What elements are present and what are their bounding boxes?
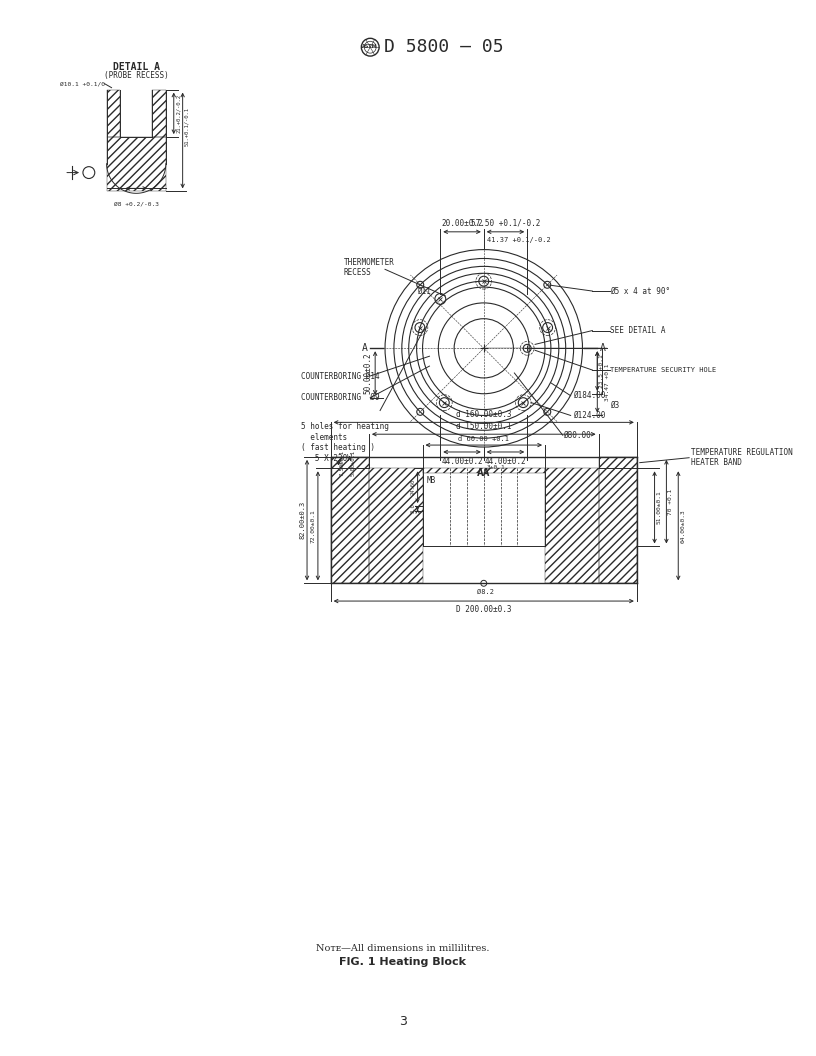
Bar bbox=[107, 137, 166, 191]
Bar bbox=[598, 457, 636, 583]
Text: D 5800 – 05: D 5800 – 05 bbox=[384, 38, 503, 56]
Text: 7.50±0.1: 7.50±0.1 bbox=[339, 450, 344, 475]
Text: 64.00±0.3: 64.00±0.3 bbox=[681, 509, 685, 543]
Text: 57.50 +0.1/-0.2: 57.50 +0.1/-0.2 bbox=[471, 219, 540, 228]
Text: COUNTERBORING  Ø9: COUNTERBORING Ø9 bbox=[301, 393, 379, 402]
Text: Ø11: Ø11 bbox=[417, 286, 431, 296]
Text: Ø8.2: Ø8.2 bbox=[477, 589, 494, 596]
Text: TEMPERATURE SECURITY HOLE: TEMPERATURE SECURITY HOLE bbox=[610, 367, 716, 373]
Text: Ø184.00: Ø184.00 bbox=[573, 391, 605, 400]
Text: MB: MB bbox=[427, 476, 436, 485]
Text: 3: 3 bbox=[399, 1015, 406, 1029]
Text: 72.00±0.1: 72.00±0.1 bbox=[311, 509, 316, 543]
Text: 34.47 +0.1: 34.47 +0.1 bbox=[605, 363, 610, 400]
Text: 5 holes for heating
  elements
( fast heating )
   5 X 220W: 5 holes for heating elements ( fast heat… bbox=[301, 422, 389, 463]
Text: 5.00±0.1: 5.00±0.1 bbox=[351, 450, 356, 475]
Bar bbox=[423, 469, 545, 473]
Bar bbox=[107, 90, 121, 137]
Text: Nᴏᴛᴇ—All dimensions in millilitres.: Nᴏᴛᴇ—All dimensions in millilitres. bbox=[316, 944, 490, 954]
Text: ASTM: ASTM bbox=[362, 43, 378, 49]
Text: Ø8 +0.2/-0.3: Ø8 +0.2/-0.3 bbox=[113, 202, 159, 206]
Text: 23.5 +0.1: 23.5 +0.1 bbox=[599, 354, 605, 388]
Text: 51.+0.1/-0.1: 51.+0.1/-0.1 bbox=[184, 107, 189, 146]
Bar bbox=[369, 469, 423, 583]
Text: d 160.00±0.3: d 160.00±0.3 bbox=[456, 411, 512, 419]
Text: Ø3: Ø3 bbox=[610, 401, 619, 410]
Text: FIG. 1 Heating Block: FIG. 1 Heating Block bbox=[339, 958, 466, 967]
Bar bbox=[330, 457, 369, 583]
Text: SEE DETAIL A: SEE DETAIL A bbox=[610, 326, 666, 335]
Text: 24.60: 24.60 bbox=[410, 478, 415, 495]
Text: 70 +0.1: 70 +0.1 bbox=[668, 489, 673, 515]
Text: (PROBE RECESS): (PROBE RECESS) bbox=[104, 72, 169, 80]
Text: 82.00±0.3: 82.00±0.3 bbox=[299, 501, 305, 540]
Text: COUNTERBORING Ø14: COUNTERBORING Ø14 bbox=[301, 372, 379, 380]
Text: D 200.00±0.3: D 200.00±0.3 bbox=[456, 605, 512, 614]
Text: TEMPERATURE REGULATION
HEATER BAND: TEMPERATURE REGULATION HEATER BAND bbox=[691, 448, 793, 468]
Text: 41.37 +0.1/-0.2: 41.37 +0.1/-0.2 bbox=[486, 237, 551, 243]
Text: d 150.00±0.1: d 150.00±0.1 bbox=[456, 422, 512, 431]
Text: 44.00±0.2: 44.00±0.2 bbox=[441, 457, 483, 466]
Text: A: A bbox=[361, 343, 367, 354]
Text: 3.0: 3.0 bbox=[410, 504, 415, 513]
Text: 21.+0.2/-0.2: 21.+0.2/-0.2 bbox=[175, 94, 180, 133]
Text: DETAIL A: DETAIL A bbox=[113, 62, 160, 72]
Text: 50.00±0.2: 50.00±0.2 bbox=[363, 353, 372, 394]
Text: Ø5 x 4 at 90°: Ø5 x 4 at 90° bbox=[610, 286, 670, 296]
Bar bbox=[152, 90, 166, 137]
Text: 44.00±0.2: 44.00±0.2 bbox=[485, 457, 526, 466]
Text: Ø80.00: Ø80.00 bbox=[563, 431, 591, 439]
Text: THERMOMETER
RECESS: THERMOMETER RECESS bbox=[344, 258, 394, 277]
Text: 51.00±0.1: 51.00±0.1 bbox=[657, 491, 662, 524]
Text: AA: AA bbox=[477, 468, 490, 477]
Text: Ø10.1 +0.1/0: Ø10.1 +0.1/0 bbox=[60, 81, 104, 87]
Text: d 60.00 +0.1: d 60.00 +0.1 bbox=[459, 436, 509, 442]
Text: 20.00±0.2: 20.00±0.2 bbox=[441, 219, 483, 228]
Text: 3±0.1: 3±0.1 bbox=[486, 466, 505, 470]
Bar bbox=[545, 469, 598, 583]
Text: A: A bbox=[601, 343, 606, 354]
Text: Ø124.00: Ø124.00 bbox=[573, 411, 605, 420]
